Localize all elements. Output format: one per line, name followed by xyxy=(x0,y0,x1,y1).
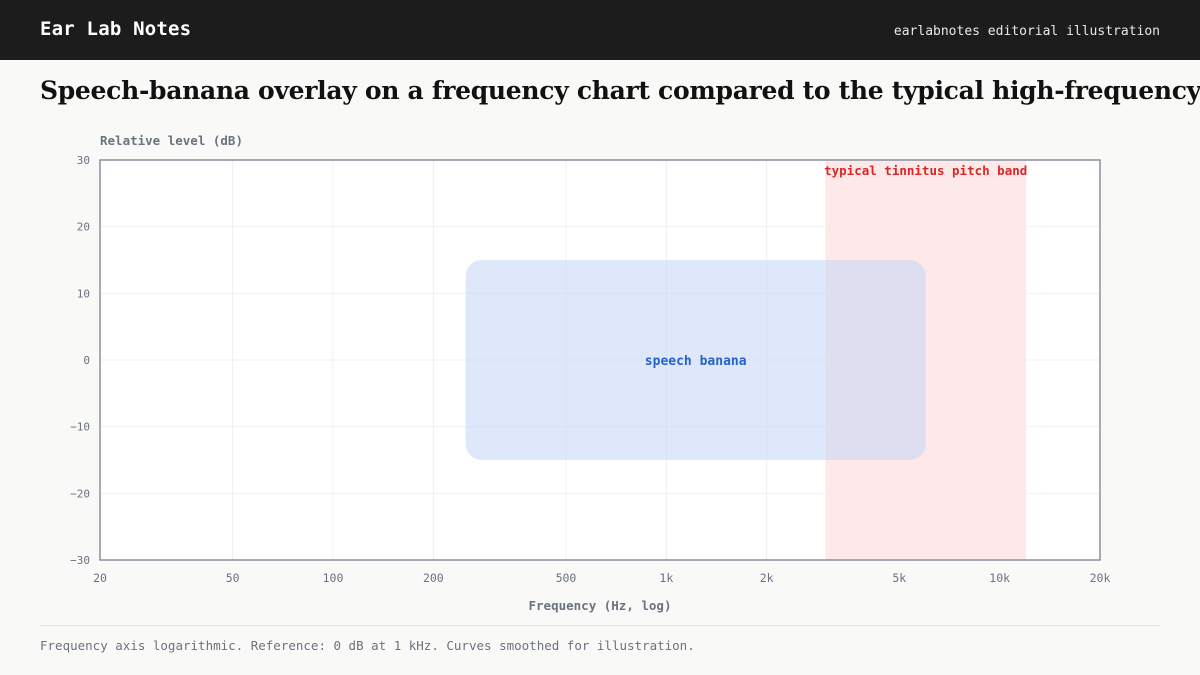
speech-banana-label: speech banana xyxy=(645,354,747,369)
y-tick-label: 10 xyxy=(77,287,90,300)
x-tick-label: 2k xyxy=(760,571,774,585)
speech-banana-region xyxy=(465,260,926,460)
y-tick-label: 20 xyxy=(77,221,90,234)
top-bar: Ear Lab Notes earlabnotes editorial illu… xyxy=(0,0,1200,60)
footer-divider xyxy=(40,625,1160,626)
y-tick-label: −30 xyxy=(70,554,90,567)
tinnitus-band-label: typical tinnitus pitch band xyxy=(824,163,1027,178)
y-tick-label: −10 xyxy=(70,421,90,434)
y-tick-label: −20 xyxy=(70,487,90,500)
chart-footnote: Frequency axis logarithmic. Reference: 0… xyxy=(40,638,695,653)
brand-logo-text[interactable]: Ear Lab Notes xyxy=(40,18,192,40)
axes-frame xyxy=(99,159,1101,561)
y-tick-label: 30 xyxy=(77,154,90,167)
header-tagline: earlabnotes editorial illustration xyxy=(893,24,1160,39)
x-tick-label: 200 xyxy=(423,571,444,585)
x-tick-label: 20k xyxy=(1090,571,1111,585)
x-tick-label: 5k xyxy=(892,571,906,585)
x-tick-label: 100 xyxy=(323,571,344,585)
x-tick-label: 1k xyxy=(659,571,673,585)
x-axis-label: Frequency (Hz, log) xyxy=(529,598,672,613)
x-tick-label: 50 xyxy=(226,571,240,585)
y-tick-label: 0 xyxy=(83,354,90,367)
page-title: Speech-banana overlay on a frequency cha… xyxy=(40,76,1200,105)
y-axis-label: Relative level (dB) xyxy=(100,133,243,148)
x-tick-label: 20 xyxy=(93,571,107,585)
x-tick-label: 10k xyxy=(989,571,1010,585)
x-tick-label: 500 xyxy=(556,571,577,585)
